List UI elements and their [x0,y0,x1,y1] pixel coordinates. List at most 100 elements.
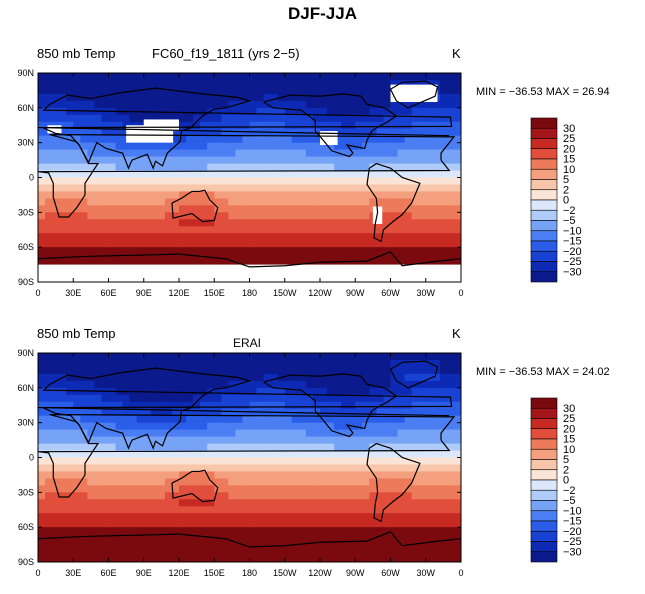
heatmap-cell [249,471,258,479]
heatmap-cell [453,240,461,248]
heatmap-cell [186,149,194,158]
heatmap-cell [108,422,117,431]
heatmap-cell [249,422,258,431]
heatmap-cell [73,359,81,368]
heatmap-cell [186,443,194,452]
heatmap-cell [355,121,363,130]
heatmap-cell [312,422,321,431]
heatmap-cell [270,353,279,361]
heatmap-cell [73,79,81,88]
heatmap-cell [214,212,222,220]
heatmap-cell [425,541,434,549]
heatmap-cell [171,240,180,248]
heatmap-cell [270,233,279,241]
heatmap-cell [101,184,110,193]
heatmap-cell [411,548,420,556]
heatmap-cell [320,205,328,213]
heatmap-cell [59,548,67,556]
heatmap-cell [45,149,53,158]
heatmap-cell [193,226,201,234]
heatmap-cell [73,107,81,116]
heatmap-cell [108,541,117,549]
heatmap-cell [327,401,335,410]
heatmap-cell [108,380,117,389]
heatmap-cell [179,380,187,389]
heatmap-cell [136,394,145,403]
heatmap-cell [348,233,356,241]
heatmap-cell [59,191,67,199]
heatmap-cell [383,499,392,507]
colorbar-label: −30 [563,546,582,558]
heatmap-cell [270,226,279,234]
heatmap-cell [87,219,95,227]
heatmap-cell [362,86,370,95]
heatmap-cell [425,247,434,255]
heatmap-cell [327,100,335,109]
heatmap-cell [439,135,448,144]
heatmap-cell [136,422,145,431]
heatmap-cell [369,149,377,158]
heatmap-cell [341,128,349,137]
heatmap-cell [186,387,194,396]
heatmap-cell [150,478,159,486]
heatmap-cell [157,464,166,473]
heatmap-cell [171,79,180,88]
heatmap-cell [348,212,356,220]
heatmap-cell [270,422,279,431]
heatmap-cell [108,366,117,375]
heatmap-cell [115,142,124,151]
variable-label: 850 mb Temp [37,46,116,61]
heatmap-cell [73,548,81,556]
heatmap-cell [221,107,229,116]
heatmap-cell [277,520,286,528]
heatmap-cell [122,170,131,179]
heatmap-cell [136,156,145,165]
heatmap-cell [263,492,272,500]
heatmap-cell [291,394,300,403]
heatmap-cell [235,450,244,459]
heatmap-cell [383,79,392,88]
heatmap-cell [249,107,258,116]
heatmap-cell [383,527,392,535]
heatmap-cell [164,177,173,186]
heatmap-cell [284,79,293,88]
heatmap-cell [425,499,434,507]
heatmap-cell [143,149,152,158]
heatmap-cell [66,527,74,535]
heatmap-cell [404,513,413,521]
heatmap-cell [129,142,138,151]
heatmap-cell [193,555,201,562]
heatmap-cell [376,443,385,452]
heatmap-cell [164,240,173,248]
heatmap-cell [270,534,279,542]
heatmap-cell [38,513,46,521]
heatmap-cell [270,156,279,165]
heatmap-cell [355,100,363,109]
heatmap-cell [73,457,81,466]
colorbar-label: −10 [563,225,582,237]
heatmap-cell [383,247,392,255]
heatmap-cell [164,555,173,562]
heatmap-cell [249,520,258,528]
heatmap-cell [383,142,392,151]
heatmap-cell [327,380,335,389]
heatmap-cell [284,177,293,186]
heatmap-cell [115,520,124,528]
heatmap-cell [150,464,159,473]
heatmap-cell [101,429,110,438]
heatmap-cell [341,93,349,102]
heatmap-cell [242,520,251,528]
heatmap-cell [383,135,392,144]
heatmap-cell [277,142,286,151]
heatmap-cell [207,485,215,493]
heatmap-cell [150,93,159,102]
heatmap-cell [136,353,145,361]
heatmap-cell [376,499,385,507]
heatmap-cell [411,387,420,396]
greenland-coast [389,80,439,109]
heatmap-cell [164,527,173,535]
heatmap-cell [45,114,53,123]
heatmap-cell [235,163,244,172]
heatmap-cell [221,198,229,206]
heatmap-cell [362,415,370,424]
